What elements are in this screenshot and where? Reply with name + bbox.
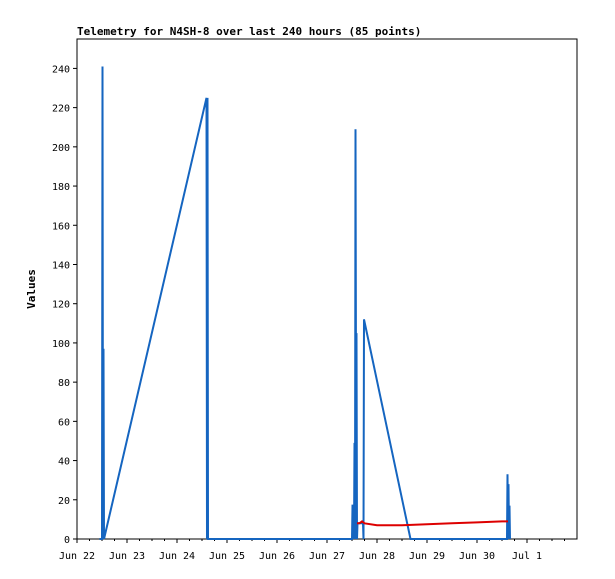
x-tick-label: Jun 22 (59, 551, 95, 562)
y-tick-label: 40 (58, 457, 70, 468)
series-layer (99, 66, 511, 540)
y-tick-label: 80 (58, 378, 70, 389)
x-tick-label: Jun 27 (309, 551, 345, 562)
y-axis-label: Values (25, 269, 38, 309)
y-tick-label: 140 (52, 260, 70, 271)
x-tick-label: Jun 28 (359, 551, 395, 562)
plot-frame (76, 38, 578, 540)
y-tick-label: 220 (52, 104, 70, 115)
y-tick-label: 20 (58, 496, 70, 507)
y-tick-label: 160 (52, 221, 70, 232)
x-tick-label: Jul 1 (512, 551, 542, 562)
y-tick-label: 0 (64, 535, 70, 546)
x-tick-label: Jun 25 (209, 551, 245, 562)
series-line-2 (357, 520, 508, 527)
x-tick-label: Jun 24 (159, 551, 195, 562)
x-tick-label: Jun 23 (109, 551, 145, 562)
y-tick-label: 60 (58, 417, 70, 428)
x-tick-label: Jun 30 (459, 551, 495, 562)
series-line-1 (99, 66, 511, 540)
chart-title: Telemetry for N4SH-8 over last 240 hours… (77, 25, 421, 38)
x-tick-label: Jun 26 (259, 551, 295, 562)
x-axis: Jun 22 Jun 23 Jun 24 Jun 25 Jun 26 Jun 27 Jun … (59, 539, 565, 562)
y-axis: 0 20 40 60 80 100 120 140 160 180 200 220 240 (52, 64, 77, 546)
y-tick-label: 240 (52, 64, 70, 75)
y-tick-label: 100 (52, 339, 70, 350)
y-tick-label: 180 (52, 182, 70, 193)
x-tick-label: Jun 29 (409, 551, 445, 562)
y-tick-label: 120 (52, 300, 70, 311)
y-tick-label: 200 (52, 143, 70, 154)
